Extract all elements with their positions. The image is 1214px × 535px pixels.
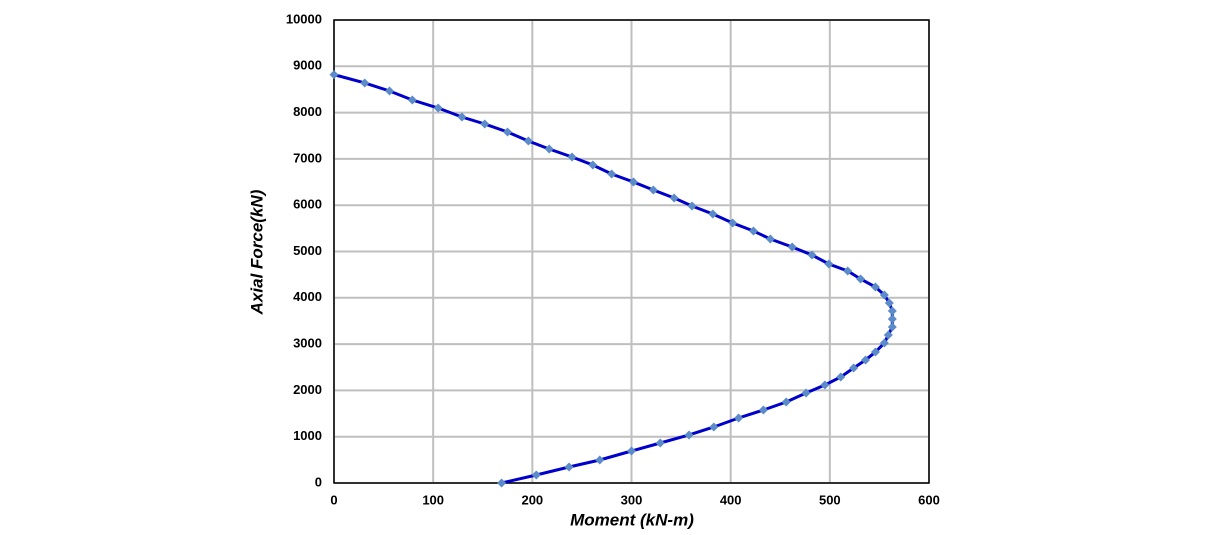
data-point bbox=[480, 119, 490, 129]
x-tick-label: 300 bbox=[621, 492, 643, 507]
plot-frame bbox=[333, 19, 930, 484]
data-point bbox=[849, 363, 859, 373]
data-point bbox=[883, 330, 893, 340]
x-tick-label: 600 bbox=[918, 492, 940, 507]
x-tick-label: 100 bbox=[422, 492, 444, 507]
data-point bbox=[887, 314, 897, 324]
data-point bbox=[824, 259, 834, 269]
data-point bbox=[607, 169, 617, 179]
data-point bbox=[728, 218, 738, 228]
data-point bbox=[787, 242, 797, 252]
x-tick-label: 500 bbox=[819, 492, 841, 507]
y-tick-label: 9000 bbox=[293, 58, 322, 73]
data-point bbox=[708, 209, 718, 219]
data-point bbox=[627, 446, 636, 456]
data-point bbox=[687, 201, 697, 211]
y-tick-label: 7000 bbox=[293, 150, 322, 165]
data-point bbox=[684, 430, 694, 440]
data-point bbox=[836, 372, 846, 382]
y-tick-label: 3000 bbox=[293, 336, 322, 351]
data-point bbox=[433, 103, 443, 113]
data-point bbox=[820, 380, 830, 390]
data-point bbox=[567, 152, 577, 162]
data-point bbox=[870, 347, 880, 357]
data-point bbox=[385, 86, 395, 96]
data-point bbox=[564, 462, 574, 472]
data-point bbox=[407, 95, 417, 105]
y-tick-label: 10000 bbox=[286, 11, 322, 26]
data-point bbox=[669, 193, 679, 203]
data-point bbox=[523, 136, 533, 146]
data-point bbox=[329, 70, 339, 80]
x-tick-label: 200 bbox=[521, 492, 543, 507]
data-point bbox=[758, 405, 768, 415]
data-point bbox=[595, 455, 605, 465]
y-tick-label: 6000 bbox=[293, 197, 322, 212]
data-point bbox=[734, 413, 744, 423]
series-line bbox=[333, 73, 894, 485]
data-point bbox=[879, 290, 889, 300]
data-point bbox=[709, 422, 719, 432]
y-axis-title: Axial Force(kN) bbox=[247, 189, 266, 315]
y-tick-label: 4000 bbox=[293, 289, 322, 304]
data-point bbox=[870, 282, 880, 292]
data-point bbox=[588, 160, 598, 170]
data-point bbox=[748, 226, 758, 236]
data-point bbox=[360, 78, 370, 88]
data-point bbox=[781, 397, 791, 407]
x-tick-label: 400 bbox=[720, 492, 742, 507]
data-point bbox=[503, 127, 513, 137]
y-tick-label: 8000 bbox=[293, 104, 322, 119]
y-tick-label: 2000 bbox=[293, 382, 322, 397]
data-point bbox=[457, 112, 467, 122]
data-point bbox=[531, 470, 541, 480]
x-axis-title: Moment (kN-m) bbox=[570, 510, 694, 529]
y-tick-label: 0 bbox=[315, 474, 322, 489]
data-point bbox=[887, 322, 897, 332]
data-point bbox=[887, 306, 897, 316]
data-point bbox=[801, 388, 811, 398]
data-point bbox=[861, 355, 871, 365]
y-tick-label: 5000 bbox=[293, 243, 322, 258]
data-point bbox=[879, 338, 889, 348]
y-tick-label: 1000 bbox=[293, 428, 322, 443]
x-tick-label: 0 bbox=[330, 492, 337, 507]
data-point bbox=[765, 234, 775, 244]
data-point bbox=[497, 478, 507, 488]
data-point bbox=[843, 266, 853, 276]
data-point bbox=[856, 274, 866, 284]
data-point bbox=[648, 185, 658, 195]
data-point bbox=[544, 144, 554, 154]
data-point bbox=[628, 177, 638, 187]
data-point bbox=[655, 438, 665, 448]
data-point bbox=[807, 250, 817, 260]
data-point bbox=[884, 298, 894, 308]
